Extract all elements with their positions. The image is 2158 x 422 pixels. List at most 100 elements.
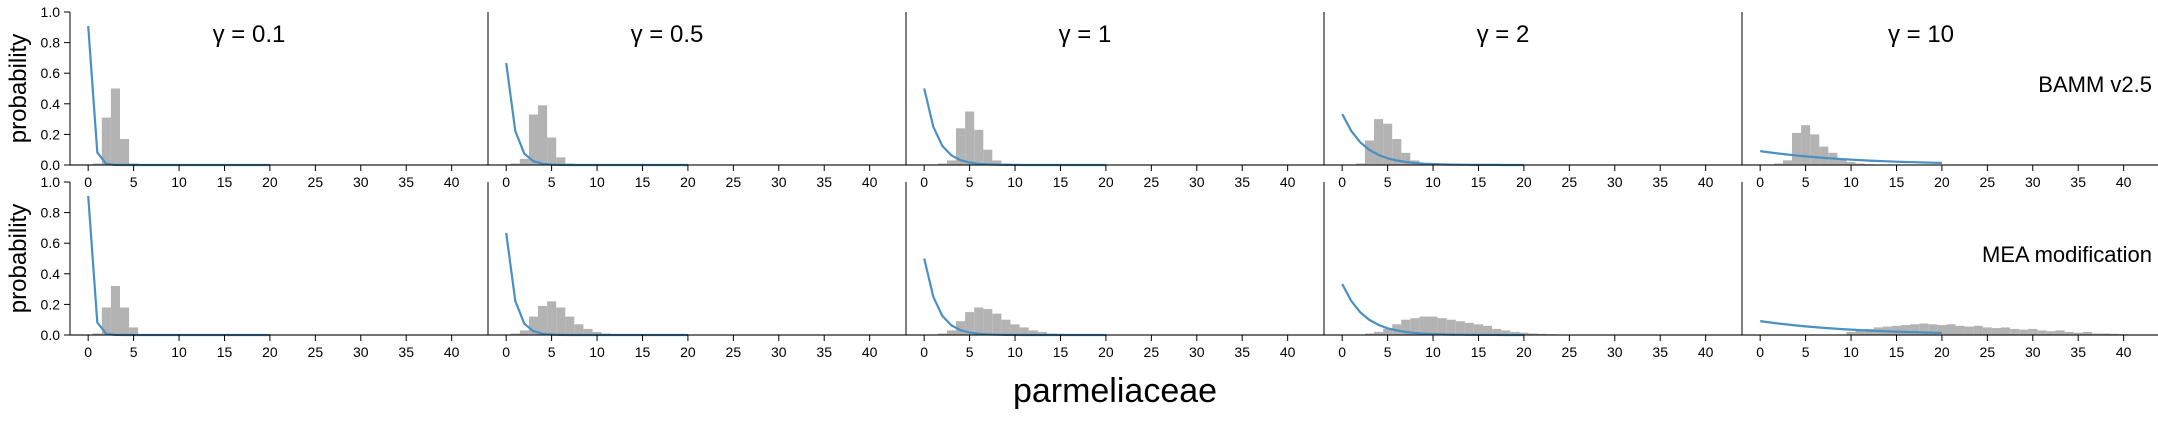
histogram-bar — [1528, 333, 1538, 335]
x-tick-label: 20 — [680, 174, 696, 190]
row-label: BAMM v2.5 — [2038, 72, 2152, 97]
histogram-bar — [946, 330, 956, 335]
histogram-bar — [1410, 318, 1420, 335]
x-tick-label: 5 — [548, 344, 556, 360]
x-tick-label: 40 — [1280, 344, 1296, 360]
histogram-bar — [519, 158, 529, 165]
histogram-bar — [1946, 324, 1956, 335]
x-tick-label: 40 — [1698, 174, 1714, 190]
x-tick-label: 20 — [262, 344, 278, 360]
histogram-bar — [1846, 161, 1856, 165]
x-tick-label: 20 — [680, 344, 696, 360]
x-tick-label: 30 — [1607, 174, 1623, 190]
x-tick-label: 10 — [589, 174, 605, 190]
x-tick-label: 5 — [548, 174, 556, 190]
x-tick-label: 5 — [966, 344, 974, 360]
histogram-bar — [1364, 333, 1374, 335]
y-tick-label: 0.4 — [41, 96, 61, 112]
histogram-bar — [1846, 331, 1856, 335]
x-tick-label: 20 — [1934, 174, 1950, 190]
x-tick-label: 30 — [353, 344, 369, 360]
x-tick-label: 10 — [1843, 174, 1859, 190]
histogram-bar — [974, 129, 984, 165]
x-tick-label: 25 — [308, 344, 324, 360]
histogram-bar — [1437, 318, 1447, 335]
histogram-bar — [1991, 328, 2001, 335]
histogram-bar — [992, 313, 1002, 335]
histogram-bar — [2073, 332, 2083, 335]
x-tick-label: 25 — [726, 174, 742, 190]
histogram-bar — [946, 160, 956, 165]
x-tick-label: 40 — [1698, 344, 1714, 360]
prior-curve — [1760, 320, 1942, 334]
panel-r1-c2: 0 5 10 15 20 25 30 35 40 γ = 0.5 — [487, 12, 907, 190]
x-tick-label: 15 — [217, 174, 233, 190]
panel-r2-c1: 0 5 10 15 20 25 30 35 40 0.0 0.2 0.4 0.6 0.8 1.0 probab… — [5, 174, 489, 360]
histogram-bar — [1001, 319, 1011, 335]
histogram-bar — [120, 139, 130, 165]
y-axis-title: probability — [5, 34, 32, 143]
histogram-bar — [1910, 324, 1920, 335]
histogram-bar — [547, 137, 557, 165]
x-tick-label: 15 — [1471, 344, 1487, 360]
histogram-bar — [1374, 119, 1384, 165]
x-tick-label: 35 — [398, 344, 414, 360]
x-tick-label: 30 — [1607, 344, 1623, 360]
x-tick-label: 10 — [1007, 174, 1023, 190]
histogram-bar — [528, 114, 538, 165]
prior-curve — [923, 258, 1106, 337]
histogram-bar — [92, 333, 102, 335]
x-tick-label: 25 — [1980, 344, 1996, 360]
x-tick-label: 40 — [444, 344, 460, 360]
histogram-bar — [2037, 330, 2047, 335]
histogram-bar — [101, 117, 111, 165]
histogram-bar — [547, 301, 557, 335]
x-tick-label: 15 — [1889, 344, 1905, 360]
x-tick-label: 0 — [84, 174, 92, 190]
x-axis-title: parmeliaceae — [1013, 372, 1217, 410]
histogram-bar — [1855, 330, 1865, 335]
histogram-bar — [2046, 331, 2056, 335]
x-tick-label: 40 — [444, 174, 460, 190]
x-tick-label: 35 — [2070, 174, 2086, 190]
x-tick-label: 10 — [1425, 344, 1441, 360]
x-tick-label: 25 — [308, 174, 324, 190]
histogram-bar — [538, 305, 548, 335]
panel-r2-c2: 0 5 10 15 20 25 30 35 40 — [487, 182, 907, 360]
x-tick-label: 20 — [1516, 344, 1532, 360]
histogram-bar — [1037, 331, 1047, 335]
x-tick-label: 25 — [1144, 174, 1160, 190]
x-tick-label: 30 — [1189, 344, 1205, 360]
x-tick-label: 35 — [398, 174, 414, 190]
histogram-bar — [92, 163, 102, 165]
panel-r1-c4: 0 5 10 15 20 25 30 35 40 γ = 2 — [1323, 12, 1743, 190]
histogram-bar — [1364, 140, 1374, 165]
x-tick-label: 35 — [1234, 344, 1250, 360]
histogram-bar — [1855, 163, 1865, 165]
histogram-bar — [2001, 327, 2011, 335]
x-tick-label: 35 — [816, 344, 832, 360]
x-tick-label: 35 — [2070, 344, 2086, 360]
histogram-bar — [583, 328, 593, 335]
x-tick-label: 10 — [1843, 344, 1859, 360]
histogram-bar — [2100, 333, 2110, 335]
histogram-bar — [1374, 331, 1384, 335]
x-tick-label: 20 — [1098, 344, 1114, 360]
panel-grid: 0 5 10 15 20 25 30 35 40 0.0 0.2 0.4 0.6 0.8 1.0 probab… — [5, 4, 2158, 360]
y-tick-label: 0.0 — [41, 157, 61, 173]
y-tick-label: 1.0 — [41, 4, 61, 20]
histogram-bar — [992, 160, 1002, 165]
x-tick-label: 40 — [862, 344, 878, 360]
histogram-bar — [1937, 325, 1947, 335]
histogram-bar — [1773, 163, 1783, 165]
x-tick-label: 0 — [1756, 344, 1764, 360]
x-tick-label: 30 — [1189, 174, 1205, 190]
histogram-bar — [574, 324, 584, 335]
histogram-bar — [1519, 332, 1529, 335]
histogram-bar — [110, 286, 120, 335]
histogram-bar — [2010, 328, 2020, 335]
panel-r2-c4: 0 5 10 15 20 25 30 35 40 — [1323, 182, 1743, 360]
y-tick-label: 1.0 — [41, 174, 61, 190]
histogram-bar — [956, 128, 966, 165]
prior-curve — [923, 88, 1106, 167]
